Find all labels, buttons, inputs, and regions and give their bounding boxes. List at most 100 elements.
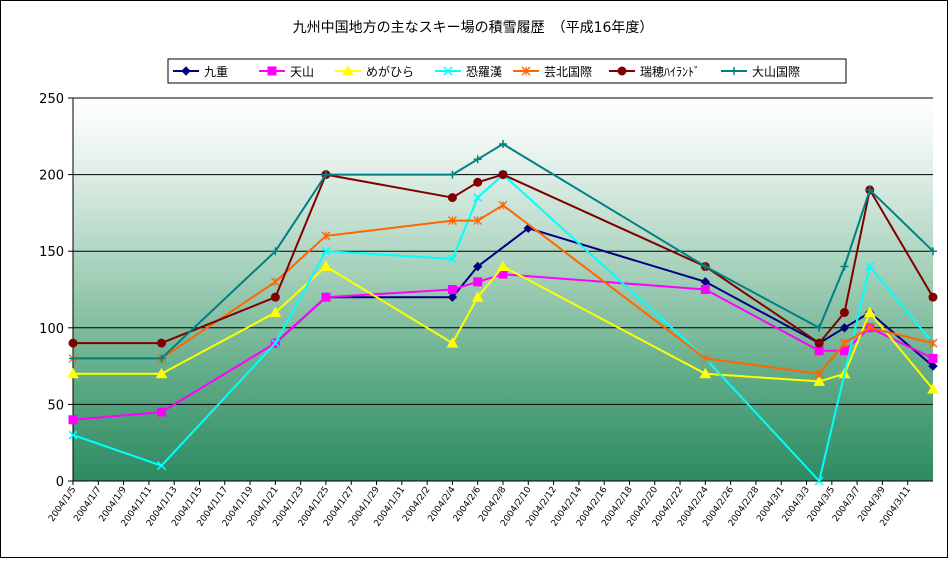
- data-point: [68, 338, 78, 348]
- x-axis: 2004/1/52004/1/72004/1/92004/1/112004/1/…: [47, 480, 933, 529]
- data-point: [840, 262, 849, 271]
- data-point: [448, 170, 457, 179]
- data-point: [321, 231, 331, 241]
- data-point: [700, 285, 710, 294]
- legend-entry: 瑞穂ﾊｲﾗﾝﾄﾞ: [609, 65, 700, 79]
- data-point: [617, 66, 627, 76]
- data-point: [815, 323, 824, 332]
- data-point: [865, 323, 875, 333]
- data-point: [498, 200, 508, 210]
- data-point: [813, 375, 826, 386]
- data-point: [157, 338, 167, 348]
- data-point: [473, 177, 483, 187]
- data-point: [499, 139, 507, 148]
- data-point: [473, 277, 483, 287]
- data-point: [865, 261, 875, 272]
- data-point: [443, 66, 453, 76]
- series-5: [68, 200, 938, 379]
- y-tick-label: 150: [39, 245, 64, 260]
- data-point: [157, 354, 166, 363]
- legend-entry: めがひら: [335, 64, 414, 79]
- data-point: [269, 306, 282, 317]
- data-point: [730, 67, 738, 75]
- data-point: [928, 361, 938, 371]
- data-point: [342, 64, 354, 76]
- data-point: [320, 260, 332, 272]
- data-point: [497, 260, 509, 272]
- legend-entry: 大山国際: [721, 65, 800, 79]
- series-line: [73, 142, 934, 360]
- data-point: [498, 170, 508, 180]
- data-point: [267, 66, 277, 76]
- data-point: [270, 292, 280, 302]
- chart-legend: 九重 天山 めがひら 恐羅漢 芸北国際 瑞穂ﾊｲﾗﾝﾄﾞ 大山国際: [167, 58, 847, 84]
- data-point: [447, 193, 457, 203]
- y-axis: 0 50 100 150 200 250: [39, 92, 74, 490]
- series-line: [73, 265, 934, 390]
- series-line: [73, 173, 934, 345]
- y-tick-label: 100: [39, 322, 64, 337]
- data-point: [270, 277, 280, 287]
- y-tick-label: 0: [56, 475, 64, 490]
- data-point: [321, 292, 331, 302]
- data-point: [270, 338, 280, 348]
- legend-label: めがひら: [366, 64, 414, 79]
- data-point: [929, 247, 937, 256]
- legend-label: 恐羅漢: [466, 65, 502, 79]
- legend-label: 九重: [204, 65, 228, 79]
- data-point: [473, 155, 482, 164]
- data-point: [699, 367, 712, 379]
- legend-label: 大山国際: [752, 65, 800, 79]
- legend-label: 芸北国際: [544, 65, 592, 79]
- data-point: [471, 291, 484, 302]
- series-layer: [67, 139, 939, 486]
- data-point: [155, 367, 168, 379]
- data-point: [814, 338, 824, 348]
- data-point: [69, 354, 77, 363]
- data-point: [840, 338, 849, 348]
- data-point: [67, 367, 79, 379]
- y-tick-label: 50: [47, 398, 64, 413]
- data-point: [700, 353, 710, 363]
- data-point: [156, 461, 167, 471]
- legend-entry: 天山: [259, 65, 314, 79]
- y-tick-label: 250: [39, 92, 64, 107]
- plot-area: [73, 98, 933, 481]
- data-point: [928, 292, 938, 302]
- data-point: [68, 415, 78, 425]
- data-point: [472, 261, 483, 272]
- data-point: [473, 193, 483, 203]
- data-point: [157, 407, 167, 417]
- data-point: [68, 430, 78, 440]
- data-point: [814, 369, 824, 379]
- data-point: [181, 66, 191, 76]
- legend-label: 瑞穂ﾊｲﾗﾝﾄﾞ: [640, 65, 700, 79]
- data-point: [321, 170, 330, 179]
- data-point: [447, 216, 457, 226]
- data-point: [447, 254, 457, 264]
- legend-entry: 九重: [173, 65, 228, 79]
- legend-label: 天山: [290, 65, 314, 79]
- series-3: [67, 260, 939, 394]
- data-point: [839, 307, 849, 317]
- data-point: [701, 262, 710, 271]
- data-point: [321, 246, 331, 256]
- data-point: [447, 285, 457, 294]
- data-point: [271, 247, 280, 256]
- legend-entry: 恐羅漢: [435, 65, 502, 79]
- data-point: [865, 185, 874, 194]
- data-point: [927, 383, 939, 394]
- data-point: [863, 306, 876, 317]
- data-point: [446, 337, 459, 348]
- data-point: [839, 323, 850, 333]
- data-point: [521, 66, 531, 76]
- series-line: [73, 203, 934, 375]
- data-point: [928, 353, 938, 363]
- legend-entry: 芸北国際: [513, 65, 592, 79]
- data-point: [814, 476, 824, 486]
- data-point: [473, 216, 483, 226]
- data-point: [814, 346, 824, 356]
- data-point: [928, 338, 938, 348]
